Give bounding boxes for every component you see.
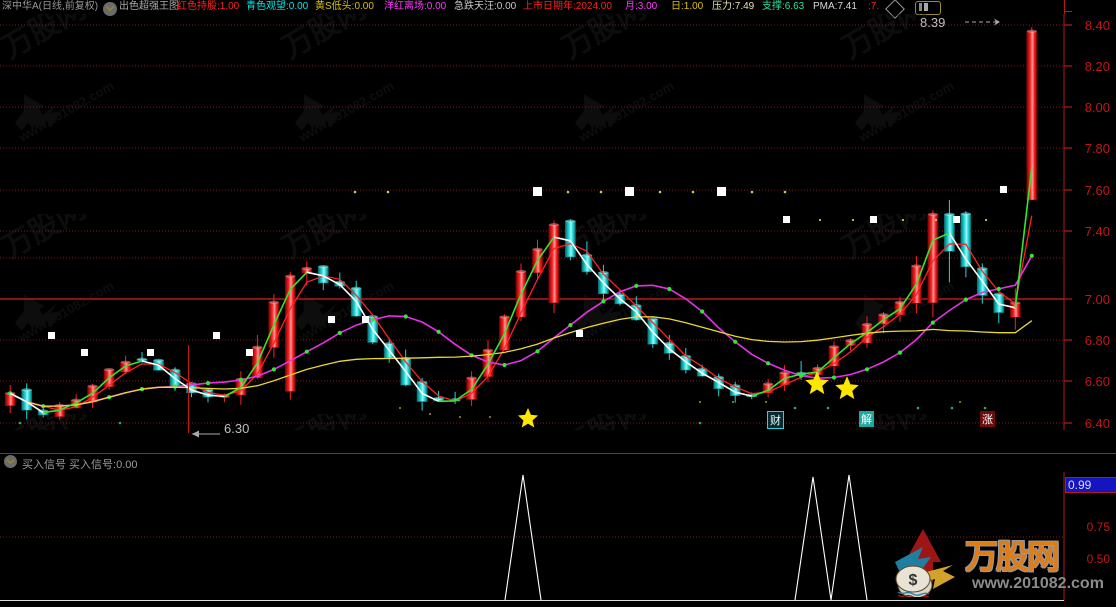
svg-text:$: $ [909,572,918,589]
